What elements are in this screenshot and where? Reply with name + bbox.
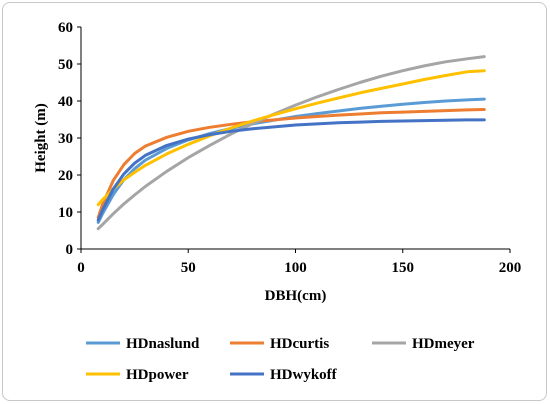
x-tick-label: 0: [77, 260, 85, 276]
x-axis-ticks: 0 50 100 150 200: [77, 249, 521, 276]
y-tick-label: 30: [58, 131, 73, 147]
y-tick-label: 60: [58, 20, 73, 36]
y-axis-title: Height (m): [33, 103, 49, 173]
y-tick-label: 10: [58, 205, 73, 221]
y-axis-ticks: 0 10 20 30 40 50 60: [58, 20, 81, 258]
y-tick-label: 0: [66, 242, 74, 258]
legend-item-hdwykoff: HDwykoff: [230, 367, 338, 383]
legend-item-hdmeyer: HDmeyer: [372, 336, 475, 352]
x-axis-title: DBH(cm): [265, 288, 327, 304]
legend-item-hdpower: HDpower: [86, 367, 189, 383]
x-tick-label: 200: [499, 260, 522, 276]
legend: HDnaslund HDcurtis HDmeyer HDpower HDwykoff: [86, 336, 475, 383]
chart-frame: [2, 2, 547, 401]
y-tick-label: 50: [58, 57, 73, 73]
legend-item-hdnaslund: HDnaslund: [86, 336, 200, 352]
legend-item-hdcurtis: HDcurtis: [230, 336, 329, 352]
y-tick-label: 40: [58, 94, 73, 110]
series-line-hdwykoff: [96, 118, 486, 222]
series-line-hdpower: [96, 69, 486, 207]
legend-label: HDwykoff: [270, 367, 338, 383]
legend-label: HDnaslund: [126, 336, 200, 352]
x-tick-label: 150: [392, 260, 415, 276]
y-tick-label: 20: [58, 168, 73, 184]
series-lines: [96, 55, 486, 231]
legend-label: HDcurtis: [270, 336, 329, 352]
legend-label: HDpower: [126, 367, 189, 383]
x-tick-label: 100: [284, 260, 307, 276]
x-tick-label: 50: [181, 260, 196, 276]
series-line-hdcurtis: [96, 108, 486, 220]
legend-label: HDmeyer: [412, 336, 475, 352]
